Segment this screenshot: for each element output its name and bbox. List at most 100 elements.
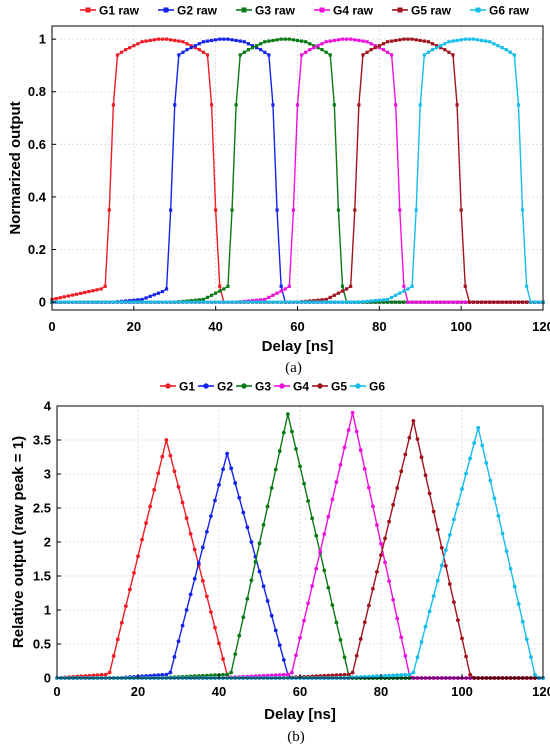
data-marker [267,39,271,43]
data-marker [111,103,115,107]
legend-marker [241,383,247,389]
data-marker [342,672,347,677]
data-marker [169,208,173,212]
data-marker [533,300,537,304]
data-marker [233,652,238,657]
data-marker [160,37,165,41]
data-marker [249,578,254,583]
data-marker [328,39,332,43]
data-marker [320,300,324,304]
x-tick-label: 0 [48,319,55,334]
data-marker [455,300,459,304]
data-marker [439,44,443,48]
data-marker [533,672,537,677]
data-marker [285,672,290,677]
data-marker [263,50,267,54]
data-marker [322,532,327,536]
data-marker [447,50,451,54]
data-marker [383,536,387,541]
data-marker [238,300,242,304]
data-marker [357,38,361,43]
data-marker [414,208,418,212]
data-marker [217,641,221,646]
data-marker [508,50,512,54]
data-marker [472,441,477,445]
data-marker [350,675,355,680]
data-marker [136,300,140,304]
data-marker [308,300,312,304]
data-marker [209,38,214,43]
x-axis-label: Delay [ns] [262,338,334,355]
data-marker [398,208,402,212]
data-marker [283,300,287,304]
x-tick-label: 100 [451,684,473,699]
data-marker [328,295,332,299]
data-marker [148,294,152,298]
data-marker [394,103,398,107]
data-marker [294,653,298,658]
data-marker [480,300,484,304]
series-g6-raw [50,37,545,304]
legend-label: G3 raw [255,4,296,18]
data-marker [277,673,282,677]
data-marker [381,300,386,304]
data-marker [136,554,140,559]
data-marker [314,566,319,571]
data-marker [295,38,300,43]
data-marker [410,284,414,288]
data-marker [290,670,294,675]
data-marker [250,46,255,50]
y-tick-label: 0.2 [28,242,46,257]
data-marker [435,300,439,304]
data-marker [201,300,205,304]
data-marker [320,298,324,302]
data-marker [407,672,412,677]
data-marker [283,287,287,291]
data-marker [271,38,275,43]
data-marker [197,300,201,304]
data-marker [484,39,488,43]
data-marker [95,673,100,678]
data-marker [316,298,320,302]
data-marker [439,545,444,550]
data-marker [115,637,120,642]
data-marker [246,42,250,46]
data-marker [418,300,422,304]
data-marker [324,50,328,54]
data-marker [422,300,426,304]
data-marker [74,292,79,296]
data-marker [214,38,218,42]
data-marker [185,48,189,52]
data-marker [181,40,185,44]
data-marker [291,208,296,212]
data-marker [132,44,136,48]
data-marker [291,300,296,304]
data-marker [285,412,290,417]
data-marker [74,300,79,304]
data-marker [275,300,279,304]
data-marker [308,42,312,46]
data-marker [277,449,282,453]
y-tick-label: 0.8 [28,84,46,99]
data-marker [516,300,521,304]
data-marker [144,300,148,304]
data-marker [209,300,214,304]
data-marker [164,300,169,304]
data-marker [176,485,181,489]
data-marker [209,293,214,297]
data-marker [103,284,107,288]
data-marker [254,298,259,302]
data-marker [492,496,497,501]
data-marker [332,38,336,43]
legend-label: G5 [331,380,347,394]
data-marker [471,37,476,41]
data-marker [306,499,310,503]
data-marker [238,53,242,57]
data-marker [330,497,335,502]
data-marker [310,516,315,521]
y-tick-label: 1 [44,603,51,618]
data-marker [164,287,169,291]
y-tick-label: 3 [44,467,51,482]
data-marker [330,603,335,608]
data-marker [353,208,357,212]
